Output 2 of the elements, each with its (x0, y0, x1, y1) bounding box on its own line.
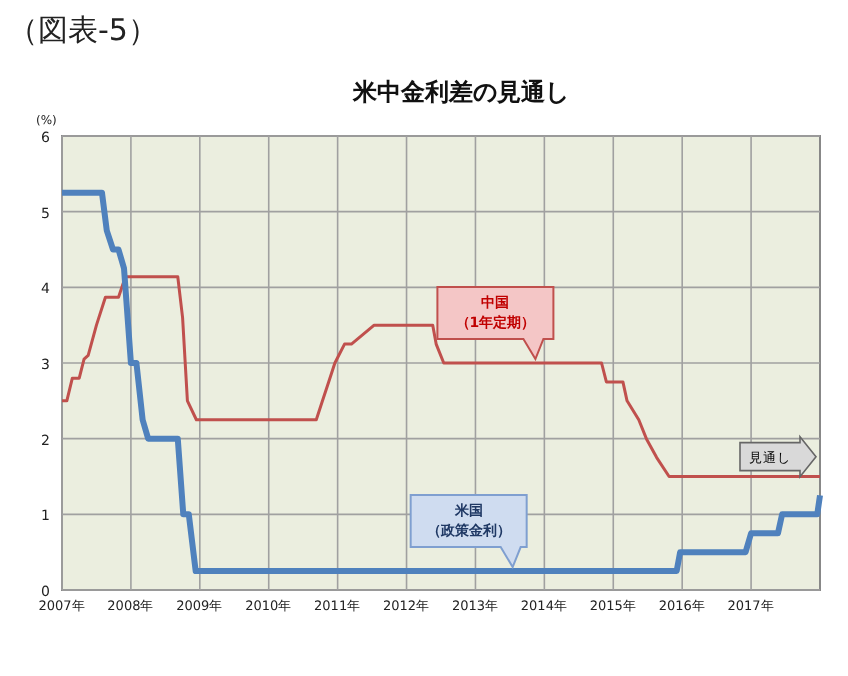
chart-subtitle: （図表-5） (8, 12, 158, 48)
chart-title: 米中金利差の見通し (351, 78, 569, 106)
